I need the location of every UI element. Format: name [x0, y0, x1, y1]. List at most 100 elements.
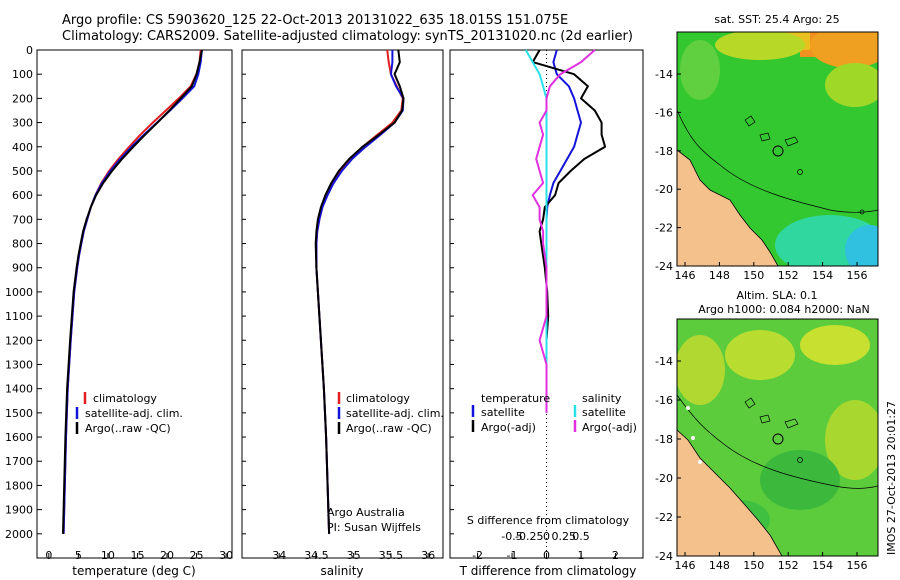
coastline — [677, 149, 779, 266]
figure-title-line-2: Climatology: CARS2009. Satellite-adjuste… — [62, 29, 633, 44]
figure-title-line-1: Argo profile: CS 5903620_125 22-Oct-2013… — [62, 13, 569, 28]
depth-tick-label: 1100 — [5, 310, 33, 323]
series-line-3 — [62, 49, 203, 534]
series-line-1 — [62, 49, 202, 534]
sst-cool-patch — [845, 225, 878, 266]
lon-tick-label: 152 — [778, 559, 799, 572]
x-tick-label: 35.5 — [379, 549, 404, 562]
depth-tick-label: 0 — [26, 44, 33, 57]
legend-label-temp-argo: Argo(-adj) — [481, 421, 536, 434]
sst-map: sat. SST: 25.4 Argo: 25 -14-16-18-20-22-… — [655, 13, 879, 282]
lon-tick-label: 150 — [743, 559, 764, 572]
x-tick-label: -1 — [507, 549, 518, 562]
depth-tick-label: 300 — [12, 117, 33, 130]
x-tick-label: -2 — [472, 549, 483, 562]
x-tick-label: 36 — [421, 549, 435, 562]
x-tick-label: 25 — [190, 549, 204, 562]
x-tick-label: 2 — [612, 549, 619, 562]
depth-tick-label: 800 — [12, 238, 33, 251]
sla-high-patch — [677, 335, 725, 405]
sst-map-frame — [676, 31, 879, 267]
series-line-2 — [62, 49, 203, 534]
s-tick-label: -0.5 — [501, 530, 522, 543]
depth-tick-label: 100 — [12, 68, 33, 81]
legend-label-climatology: climatology — [346, 392, 410, 405]
t-difference-label: T difference from climatology — [459, 564, 637, 578]
sla-map-frame — [676, 318, 879, 557]
temperature-legend: climatology satellite-adj. clim. Argo(..… — [75, 392, 183, 435]
difference-legend: temperature satellite Argo(-adj) salinit… — [471, 392, 637, 434]
depth-tick-label: 1500 — [5, 407, 33, 420]
legend-label-sal-satellite: satellite — [582, 406, 626, 419]
legend-label-climatology: climatology — [93, 392, 157, 405]
lat-tick-label: -14 — [655, 68, 673, 81]
sla-map: Altim. SLA: 0.1 Argo h1000: 0.084 h2000:… — [655, 289, 879, 572]
lat-tick-label: -18 — [655, 433, 673, 446]
x-tick-label: 0 — [45, 549, 52, 562]
lon-tick-label: 156 — [847, 559, 868, 572]
annotation-pi-name: PI: Susan Wijffels — [327, 521, 421, 534]
imos-timestamp-stamp: IMOS 27-Oct-2013 20:01:27 — [885, 401, 898, 555]
sla-map-title-line-1: Altim. SLA: 0.1 — [736, 289, 817, 302]
profile-panels: 0 5 10 15 20 25 30 34 34.5 35 35.5 36 -2 -1 0 1 2 -0.5-0.… — [45, 49, 619, 562]
data-point — [691, 436, 695, 440]
data-point — [686, 406, 690, 410]
lat-tick-label: -24 — [655, 260, 673, 273]
difference-plot: -2 -1 0 1 2 -0.5-0.25 0 0.250.5 — [450, 49, 619, 562]
sst-map-title: sat. SST: 25.4 Argo: 25 — [714, 13, 839, 26]
series-line-4 — [531, 49, 596, 413]
lon-tick-label: 148 — [709, 269, 730, 282]
legend-label-sal-argo: Argo(-adj) — [582, 421, 637, 434]
reef-outlines — [744, 397, 799, 429]
x-tick-label: 10 — [101, 549, 115, 562]
sst-warm-patch — [810, 32, 878, 68]
temperature-plot: 0 5 10 15 20 25 30 — [45, 49, 233, 562]
legend-label-satellite: satellite-adj. clim. — [85, 407, 183, 420]
lon-tick-label: 154 — [812, 269, 833, 282]
isobath — [677, 394, 878, 489]
sla-high-patch — [725, 330, 795, 380]
x-tick-label: 34.5 — [304, 549, 329, 562]
lon-tick-label: 156 — [847, 269, 868, 282]
series-line-2 — [531, 49, 607, 413]
sst-warm-patch — [825, 63, 878, 107]
depth-tick-label: 600 — [12, 189, 33, 202]
legend-label-argo: Argo(..raw -QC) — [346, 422, 432, 435]
series-line-2 — [315, 50, 405, 534]
coastline — [677, 429, 783, 556]
lat-tick-label: -20 — [655, 183, 673, 196]
legend-title-temperature: temperature — [481, 392, 550, 405]
depth-axis: 0 100 200 300 400 500 600 700 800 900 1000 1100 1200… — [5, 44, 42, 541]
lat-tick-label: -20 — [655, 472, 673, 485]
series-line-1 — [315, 49, 404, 534]
lat-tick-label: -18 — [655, 145, 673, 158]
depth-tick-label: 1000 — [5, 286, 33, 299]
island — [859, 209, 865, 215]
x-tick-label: 15 — [130, 549, 144, 562]
lat-tick-label: -14 — [655, 355, 673, 368]
argo-position-marker — [772, 433, 784, 445]
depth-tick-label: 500 — [12, 165, 33, 178]
depth-tick-label: 400 — [12, 141, 33, 154]
lon-tick-label: 148 — [709, 559, 730, 572]
annotation-argo-australia: Argo Australia — [327, 506, 405, 519]
isobath — [677, 109, 878, 213]
lat-tick-label: -16 — [655, 394, 673, 407]
x-tick-label: 5 — [75, 549, 82, 562]
lon-tick-label: 154 — [812, 559, 833, 572]
depth-tick-label: 700 — [12, 213, 33, 226]
lat-tick-label: -22 — [655, 222, 673, 235]
series-line-1 — [545, 49, 582, 413]
sla-map-title-line-2: Argo h1000: 0.084 h2000: NaN — [698, 303, 870, 316]
legend-label-satellite: satellite-adj. clim. — [346, 407, 444, 420]
lon-tick-label: 146 — [675, 559, 696, 572]
sst-warm-patch — [715, 32, 805, 60]
data-point — [698, 460, 702, 464]
legend-label-temp-satellite: satellite — [481, 406, 525, 419]
argo-position-marker — [772, 145, 784, 157]
lat-tick-label: -22 — [655, 511, 673, 524]
sst-patch — [680, 40, 720, 100]
x-tick-label: 35 — [347, 549, 361, 562]
island — [797, 169, 803, 175]
